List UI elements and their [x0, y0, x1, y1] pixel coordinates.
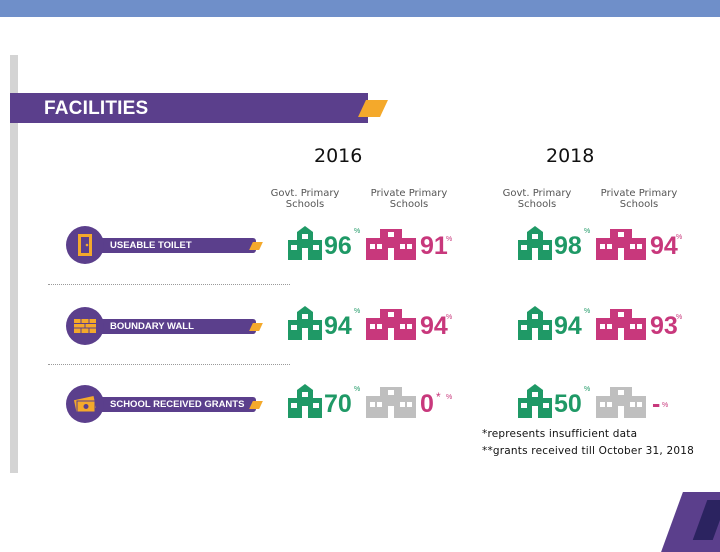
row-label-grants: SCHOOL RECEIVED GRANTS [110, 399, 245, 410]
percent-sign: % [446, 394, 453, 401]
section-title: FACILITIES [44, 98, 149, 119]
row-bar-grants [86, 397, 256, 412]
stat-private-2016-grants: 0 * % [366, 384, 458, 424]
private-school-icon [366, 229, 416, 260]
percent-sign: % [584, 308, 591, 315]
year-2016: 2016 [314, 145, 363, 167]
govt-2016-toilet-value: 96 [324, 232, 352, 260]
col-govt-2016: Govt. Primary Schools [270, 188, 340, 210]
private-school-icon [596, 229, 646, 260]
row-accent [249, 401, 263, 409]
stat-govt-2016-wall: 94 % [286, 306, 378, 346]
row-label-toilet: USEABLE TOILET [110, 240, 192, 251]
stat-private-2018-grants: - % [596, 384, 688, 424]
private-school-icon [596, 309, 646, 340]
top-bar [0, 0, 720, 17]
footnote-grants: **grants received till October 31, 2018 [482, 445, 694, 457]
private-2016-toilet-value: 91 [420, 232, 448, 260]
private-2016-wall-value: 94 [420, 312, 448, 340]
private-2018-grants-value: - [652, 390, 661, 418]
private-2018-toilet-value: 94 [650, 232, 678, 260]
left-rule [10, 55, 18, 473]
insufficient-data-mark: * [436, 390, 441, 404]
stat-private-2018-wall: 93 % [596, 306, 688, 346]
private-school-icon [596, 387, 646, 418]
col-private-2018: Private Primary Schools [600, 188, 678, 210]
percent-sign: % [354, 228, 361, 235]
col-govt-2018: Govt. Primary Schools [502, 188, 572, 210]
stat-govt-2018-wall: 94 % [516, 306, 608, 346]
percent-sign: % [584, 228, 591, 235]
percent-sign: % [446, 314, 453, 321]
row-divider [48, 364, 290, 365]
stat-govt-2018-toilet: 98 % [516, 226, 608, 266]
govt-school-icon [288, 226, 322, 260]
stat-govt-2018-grants: 50 % [516, 384, 608, 424]
col-private-2016: Private Primary Schools [370, 188, 448, 210]
govt-2016-grants-value: 70 [324, 390, 352, 418]
private-2018-wall-value: 93 [650, 312, 678, 340]
percent-sign: % [676, 314, 683, 321]
private-school-icon [366, 309, 416, 340]
govt-2018-toilet-value: 98 [554, 232, 582, 260]
stat-private-2018-toilet: 94 % [596, 226, 688, 266]
row-divider [48, 284, 290, 285]
stat-govt-2016-toilet: 96 % [286, 226, 378, 266]
govt-school-icon [518, 306, 552, 340]
toilet-door-icon [66, 226, 104, 264]
percent-sign: % [446, 236, 453, 243]
percent-sign: % [354, 386, 361, 393]
private-school-icon [366, 387, 416, 418]
private-2016-grants-value: 0 [420, 390, 434, 418]
percent-sign: % [662, 402, 669, 409]
brick-wall-icon [66, 307, 104, 345]
govt-school-icon [288, 306, 322, 340]
money-grant-icon [66, 385, 104, 423]
row-accent [249, 242, 263, 250]
row-bar-toilet [86, 238, 256, 253]
row-label-wall: BOUNDARY WALL [110, 321, 194, 332]
row-bar-wall [86, 319, 256, 334]
stat-private-2016-toilet: 91 % [366, 226, 458, 266]
stat-private-2016-wall: 94 % [366, 306, 458, 346]
govt-school-icon [518, 384, 552, 418]
govt-2018-wall-value: 94 [554, 312, 582, 340]
percent-sign: % [584, 386, 591, 393]
stat-govt-2016-grants: 70 % [286, 384, 378, 424]
percent-sign: % [676, 234, 683, 241]
govt-2016-wall-value: 94 [324, 312, 352, 340]
section-banner [10, 93, 368, 123]
year-2018: 2018 [546, 145, 595, 167]
row-accent [249, 323, 263, 331]
footnote-insufficient: *represents insufficient data [482, 428, 638, 440]
percent-sign: % [354, 308, 361, 315]
govt-school-icon [288, 384, 322, 418]
govt-2018-grants-value: 50 [554, 390, 582, 418]
govt-school-icon [518, 226, 552, 260]
